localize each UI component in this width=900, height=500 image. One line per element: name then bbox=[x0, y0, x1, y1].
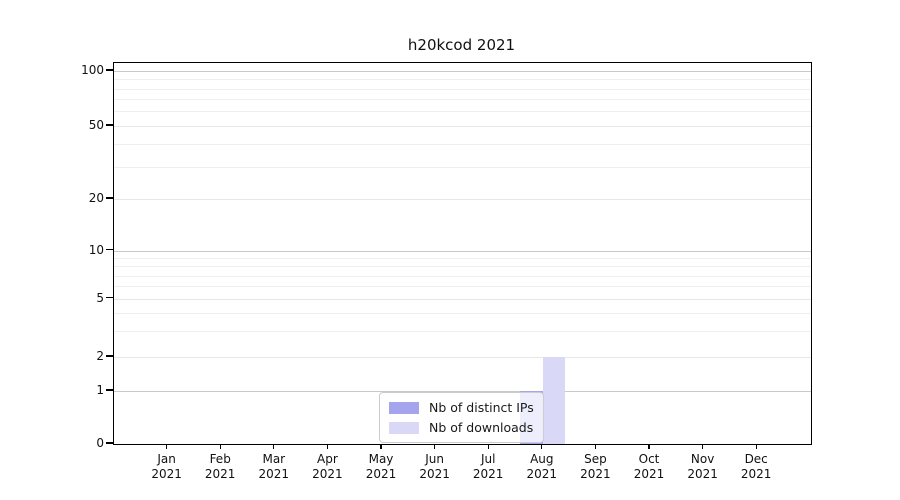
gridline-y-60 bbox=[114, 111, 811, 113]
gridline-y-4 bbox=[114, 313, 811, 314]
gridline-y-30 bbox=[114, 166, 811, 168]
x-tick-label-5: May 2021 bbox=[365, 452, 397, 481]
x-tick-mark-12 bbox=[755, 444, 757, 449]
x-tick-mark-2 bbox=[219, 444, 221, 449]
y-tick-label-2: 2 bbox=[96, 349, 104, 364]
legend-item-downloads: Nb of downloads bbox=[389, 420, 534, 435]
x-tick-mark-1 bbox=[165, 444, 168, 449]
x-tick-label-6: Jun 2021 bbox=[419, 452, 450, 481]
gridline-y-2 bbox=[114, 357, 811, 359]
y-tick-label-1: 1 bbox=[96, 383, 104, 397]
x-tick-label-10: Oct 2021 bbox=[633, 452, 665, 481]
x-tick-label-2: Feb 2021 bbox=[204, 452, 236, 481]
gridline-y-90 bbox=[114, 79, 811, 81]
gridline-y-3 bbox=[114, 331, 811, 333]
y-tick-mark-5 bbox=[106, 297, 113, 299]
y-tick-label-5: 5 bbox=[96, 290, 104, 305]
x-tick-label-9: Sep 2021 bbox=[580, 452, 611, 481]
x-tick-label-7: Jul 2021 bbox=[472, 452, 504, 481]
legend: Nb of distinct IPs Nb of downloads bbox=[379, 392, 544, 443]
y-tick-label-10: 10 bbox=[88, 242, 104, 257]
gridline-y-70 bbox=[114, 99, 811, 101]
x-tick-label-12: Dec 2021 bbox=[740, 452, 772, 481]
gridline-y-9 bbox=[114, 258, 811, 260]
x-tick-mark-5 bbox=[380, 444, 382, 449]
bar-nb-of-downloads-aug-2021 bbox=[542, 357, 566, 444]
legend-label-distinct-ips: Nb of distinct IPs bbox=[429, 400, 534, 415]
plot-area: Nb of distinct IPs Nb of downloads bbox=[113, 62, 812, 445]
chart-title: h20kcod 2021 bbox=[407, 36, 516, 54]
gridline-y-6 bbox=[114, 286, 811, 288]
gridline-y-10 bbox=[114, 250, 811, 252]
y-tick-mark-10 bbox=[106, 249, 113, 251]
x-tick-label-11: Nov 2021 bbox=[687, 452, 718, 481]
y-tick-mark-50 bbox=[106, 124, 113, 126]
gridline-y-1 bbox=[114, 391, 811, 392]
y-tick-label-0: 0 bbox=[96, 436, 104, 450]
gridline-y-80 bbox=[114, 88, 811, 90]
x-tick-mark-3 bbox=[273, 444, 275, 449]
legend-label-downloads: Nb of downloads bbox=[429, 420, 534, 435]
x-tick-mark-11 bbox=[701, 444, 704, 449]
gridline-y-40 bbox=[114, 143, 811, 145]
gridline-y-50 bbox=[114, 125, 811, 127]
y-tick-label-20: 20 bbox=[88, 191, 104, 205]
x-tick-label-3: Mar 2021 bbox=[258, 452, 290, 481]
y-tick-mark-100 bbox=[106, 69, 113, 71]
y-tick-mark-0 bbox=[106, 442, 113, 444]
y-tick-label-50: 50 bbox=[88, 117, 104, 132]
y-tick-mark-1 bbox=[106, 389, 113, 391]
x-tick-mark-9 bbox=[594, 444, 597, 449]
gridline-y-5 bbox=[114, 298, 811, 300]
gridline-y-20 bbox=[114, 199, 811, 200]
x-tick-mark-6 bbox=[433, 444, 436, 449]
legend-swatch-downloads bbox=[389, 421, 419, 434]
legend-swatch-distinct-ips bbox=[389, 401, 419, 414]
x-tick-label-1: Jan 2021 bbox=[151, 452, 182, 481]
gridline-y-7 bbox=[114, 275, 811, 277]
y-tick-label-100: 100 bbox=[81, 63, 104, 77]
x-tick-mark-7 bbox=[487, 444, 489, 449]
y-tick-mark-20 bbox=[106, 197, 113, 199]
x-tick-mark-10 bbox=[648, 444, 650, 449]
x-tick-mark-8 bbox=[541, 444, 543, 449]
x-tick-mark-4 bbox=[326, 444, 329, 449]
x-tick-label-8: Aug 2021 bbox=[526, 452, 558, 481]
x-tick-label-4: Apr 2021 bbox=[312, 452, 343, 481]
gridline-y-100 bbox=[114, 71, 811, 72]
gridline-y-8 bbox=[114, 266, 811, 268]
y-tick-mark-2 bbox=[106, 355, 113, 357]
legend-item-distinct-ips: Nb of distinct IPs bbox=[389, 400, 534, 415]
